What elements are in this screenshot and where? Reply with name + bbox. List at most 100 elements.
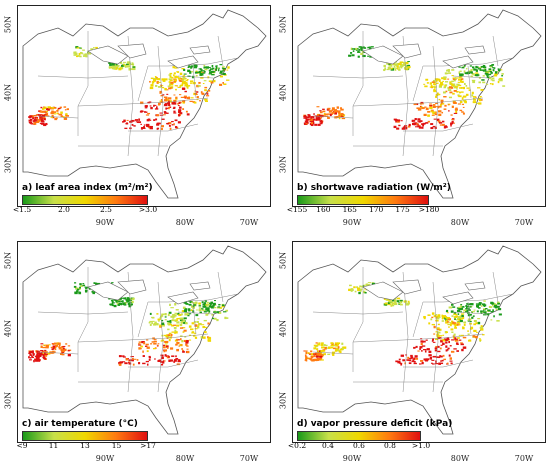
- colorbar-tick-label: >1.0: [411, 441, 431, 450]
- state-border: [452, 311, 489, 315]
- colorbar-tick-label: 160: [316, 205, 331, 214]
- vegetation-patch: [158, 86, 211, 105]
- lon-label-70w: 70W: [239, 454, 259, 463]
- lon-label-70w: 70W: [239, 218, 259, 227]
- state-border: [412, 65, 443, 102]
- great-lake: [87, 281, 129, 301]
- colorbar-tick-label: 0.6: [353, 441, 365, 450]
- map-a: [22, 9, 267, 199]
- lon-label-80w: 80W: [450, 218, 470, 227]
- vegetation-patch: [313, 106, 346, 120]
- vegetation-patch: [413, 101, 465, 117]
- state-border: [452, 75, 489, 79]
- lat-label-40n: 40N: [278, 83, 288, 102]
- great-lake: [464, 45, 486, 55]
- colorbar-tick-label: 2.0: [58, 205, 70, 214]
- colorbar-tick-label: 0.8: [384, 441, 396, 450]
- panel-d: 50N 40N 30N 90W 80W 70W d) vapor pressur…: [275, 236, 550, 471]
- map-frame-d: [292, 241, 546, 443]
- map-c: [22, 245, 267, 435]
- lon-label-70w: 70W: [514, 218, 534, 227]
- state-border: [403, 359, 474, 368]
- panel-title-c: c) air temperature (°C): [22, 419, 138, 429]
- state-border: [192, 301, 197, 335]
- lon-label-90w: 90W: [95, 454, 115, 463]
- great-lake: [189, 281, 211, 291]
- state-border: [312, 351, 354, 355]
- colorbar-tick-label: 11: [48, 441, 59, 450]
- map-frame-a: [17, 5, 271, 207]
- lat-label-50n: 50N: [278, 15, 288, 34]
- state-border: [192, 65, 197, 99]
- colorbar-tick-label: 13: [80, 441, 90, 450]
- great-lake: [362, 281, 404, 301]
- vegetation-patch: [108, 61, 136, 71]
- panel-b: 50N 40N 30N 90W 80W 70W b) shortwave rad…: [275, 0, 550, 235]
- state-border: [77, 267, 89, 372]
- lon-label-80w: 80W: [175, 218, 195, 227]
- colorbar-d: [297, 431, 421, 441]
- great-lake: [362, 45, 404, 65]
- great-lake: [392, 43, 422, 59]
- state-border: [352, 97, 484, 107]
- colorbar-c: [22, 431, 148, 441]
- state-border: [77, 31, 89, 136]
- lat-label-40n: 40N: [3, 319, 13, 338]
- vegetation-patch: [423, 312, 465, 326]
- map-b: [297, 9, 542, 199]
- great-lake: [117, 279, 147, 295]
- lat-label-40n: 40N: [278, 319, 288, 338]
- colorbar-a: [22, 195, 148, 205]
- state-border: [137, 301, 168, 338]
- lat-label-50n: 50N: [278, 251, 288, 270]
- great-lake: [87, 45, 129, 65]
- state-border: [492, 35, 499, 67]
- lon-label-70w: 70W: [514, 454, 534, 463]
- state-border: [77, 333, 209, 343]
- colorbar-b: [297, 195, 429, 205]
- state-border: [312, 311, 404, 315]
- vegetation-patch: [122, 118, 181, 131]
- lon-label-80w: 80W: [175, 454, 195, 463]
- vegetation-patch: [183, 64, 226, 79]
- lat-label-50n: 50N: [3, 251, 13, 270]
- state-border: [217, 271, 224, 303]
- state-border: [77, 97, 209, 107]
- state-border: [217, 35, 224, 67]
- state-border: [467, 65, 472, 99]
- state-border: [137, 65, 168, 102]
- colorbar-tick-label: >180: [418, 205, 440, 214]
- colorbar-tick-label: <9: [16, 441, 28, 450]
- vegetation-patch: [458, 64, 501, 78]
- coastline: [22, 9, 267, 199]
- vegetation-patch: [393, 118, 456, 130]
- vegetation-patch: [413, 337, 467, 354]
- colorbar-tick-label: <155: [286, 205, 308, 214]
- lat-label-30n: 30N: [278, 155, 288, 174]
- vegetation-patch: [28, 350, 48, 363]
- vegetation-patch: [139, 101, 190, 117]
- state-border: [412, 301, 443, 338]
- panel-title-d: d) vapor pressure deficit (kPa): [297, 419, 453, 429]
- vegetation-patch: [433, 86, 484, 105]
- panel-a: 50N 40N 30N 90W 80W 70W a) leaf area ind…: [0, 0, 275, 235]
- state-border: [128, 123, 199, 132]
- coastline: [297, 245, 542, 435]
- lat-label-30n: 30N: [3, 391, 13, 410]
- great-lake: [442, 291, 474, 305]
- great-lake: [167, 291, 199, 305]
- state-border: [37, 351, 79, 355]
- vegetation-patch: [383, 61, 411, 72]
- coastline: [297, 9, 542, 199]
- vegetation-patch: [118, 354, 181, 366]
- lon-label-90w: 90W: [342, 454, 362, 463]
- state-border: [37, 311, 129, 315]
- colorbar-tick-label: 0.4: [322, 441, 334, 450]
- vegetation-patch: [149, 76, 191, 91]
- colorbar-tick-label: 165: [342, 205, 357, 214]
- great-lake: [464, 281, 486, 291]
- lat-label-50n: 50N: [3, 15, 13, 34]
- lat-label-30n: 30N: [3, 155, 13, 174]
- colorbar-tick-label: <1.5: [12, 205, 32, 214]
- state-border: [352, 31, 364, 136]
